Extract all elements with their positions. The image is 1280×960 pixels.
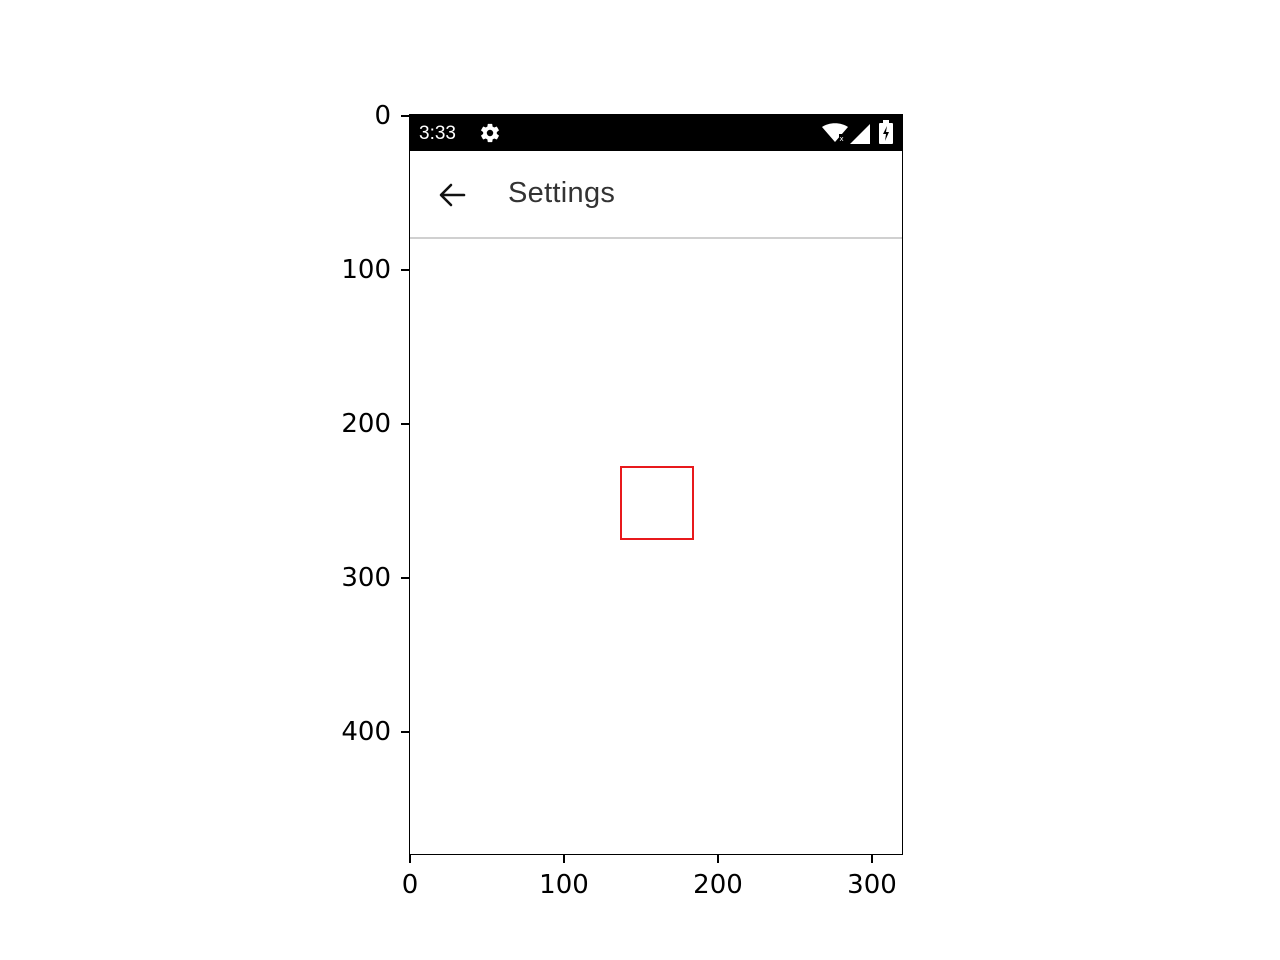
y-tick-mark xyxy=(401,269,410,271)
x-tick-label: 100 xyxy=(539,870,589,900)
x-tick-label: 300 xyxy=(847,870,897,900)
wifi-icon: x xyxy=(822,123,848,143)
y-tick-label: 400 xyxy=(341,717,391,747)
y-tick-label: 0 xyxy=(374,101,391,131)
arrow-left-icon xyxy=(439,183,466,207)
y-tick-label: 100 xyxy=(341,255,391,285)
app-bar: Settings xyxy=(410,151,902,239)
x-tick-mark xyxy=(871,854,873,863)
y-tick-mark xyxy=(401,731,410,733)
screenshot-plot-area: 3:33 x xyxy=(410,115,902,854)
y-tick-mark xyxy=(401,423,410,425)
status-time: 3:33 xyxy=(419,123,456,144)
svg-text:x: x xyxy=(840,135,844,143)
highlight-box xyxy=(620,466,694,540)
cell-signal-icon xyxy=(850,124,870,144)
back-button[interactable] xyxy=(432,175,472,215)
x-tick-mark xyxy=(717,854,719,863)
x-tick-mark xyxy=(563,854,565,863)
gear-icon xyxy=(479,122,501,144)
y-tick-label: 300 xyxy=(341,563,391,593)
x-tick-label: 0 xyxy=(401,870,419,900)
battery-charging-icon xyxy=(879,120,893,144)
content-area xyxy=(410,239,902,854)
page-title: Settings xyxy=(508,177,616,209)
y-tick-label: 200 xyxy=(341,409,391,439)
x-tick-mark xyxy=(409,854,411,863)
x-tick-label: 200 xyxy=(693,870,743,900)
status-bar: 3:33 x xyxy=(410,115,902,151)
y-tick-mark xyxy=(401,577,410,579)
y-tick-mark xyxy=(401,115,410,117)
